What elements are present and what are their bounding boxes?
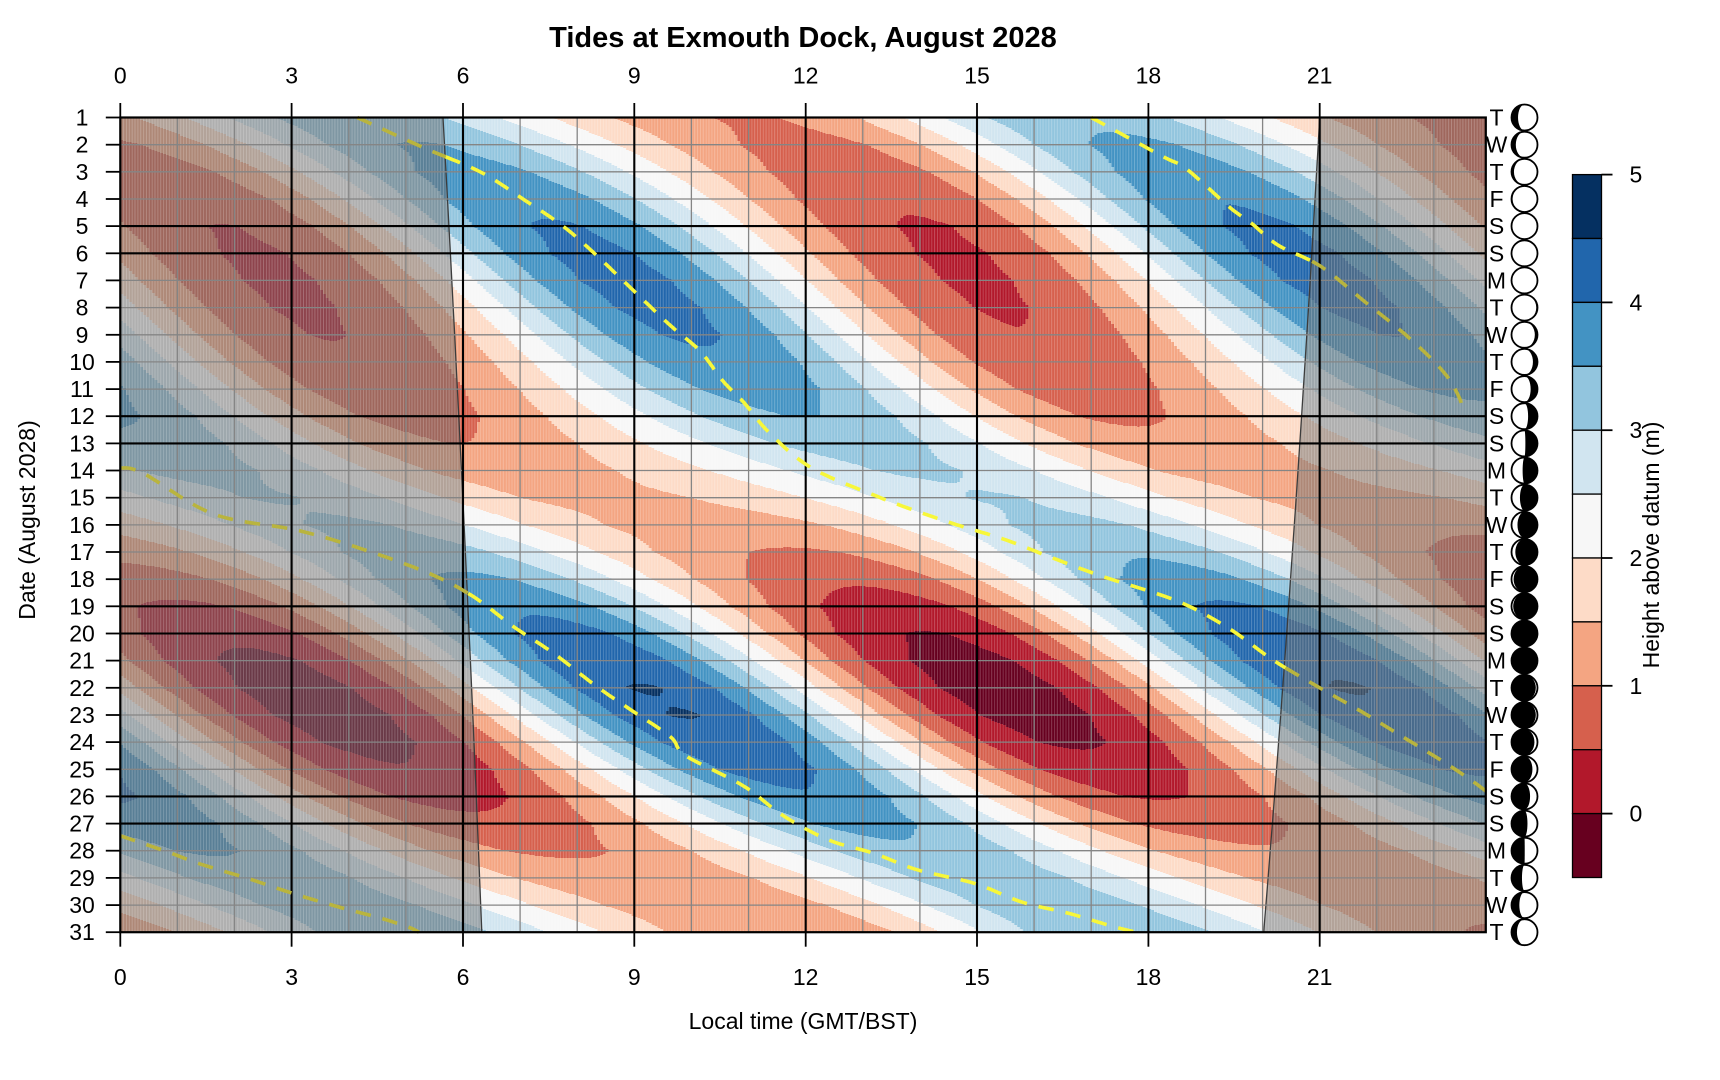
svg-text:9: 9 xyxy=(628,63,641,89)
svg-text:12: 12 xyxy=(793,63,819,89)
svg-text:W: W xyxy=(1486,512,1508,538)
svg-text:S: S xyxy=(1489,430,1504,456)
svg-text:15: 15 xyxy=(964,63,990,89)
svg-text:Height above datum (m): Height above datum (m) xyxy=(1638,422,1664,669)
svg-text:27: 27 xyxy=(69,811,95,837)
svg-text:15: 15 xyxy=(964,964,990,990)
svg-text:20: 20 xyxy=(69,621,95,647)
svg-text:9: 9 xyxy=(76,322,89,348)
svg-text:17: 17 xyxy=(69,539,95,565)
svg-text:18: 18 xyxy=(69,566,95,592)
svg-text:S: S xyxy=(1489,811,1504,837)
svg-text:30: 30 xyxy=(69,892,95,918)
svg-text:31: 31 xyxy=(69,919,95,945)
svg-text:W: W xyxy=(1486,702,1508,728)
svg-text:4: 4 xyxy=(1630,289,1643,315)
svg-text:3: 3 xyxy=(285,63,298,89)
svg-text:T: T xyxy=(1489,865,1503,891)
svg-text:2: 2 xyxy=(76,132,89,158)
svg-text:W: W xyxy=(1486,322,1508,348)
svg-text:0: 0 xyxy=(114,964,127,990)
svg-text:Tides at Exmouth Dock, August: Tides at Exmouth Dock, August 2028 xyxy=(549,22,1057,54)
svg-text:T: T xyxy=(1489,729,1503,755)
svg-text:22: 22 xyxy=(69,675,95,701)
svg-text:21: 21 xyxy=(1307,964,1333,990)
svg-text:6: 6 xyxy=(76,240,89,266)
svg-text:T: T xyxy=(1489,295,1503,321)
svg-text:21: 21 xyxy=(69,648,95,674)
svg-text:15: 15 xyxy=(69,485,95,511)
svg-text:T: T xyxy=(1489,159,1503,185)
svg-text:12: 12 xyxy=(793,964,819,990)
svg-text:F: F xyxy=(1489,376,1503,402)
svg-text:29: 29 xyxy=(69,865,95,891)
svg-text:S: S xyxy=(1489,593,1504,619)
svg-text:5: 5 xyxy=(76,213,89,239)
svg-text:8: 8 xyxy=(76,295,89,321)
svg-text:10: 10 xyxy=(69,349,95,375)
svg-text:9: 9 xyxy=(628,964,641,990)
svg-text:11: 11 xyxy=(70,376,94,402)
svg-text:T: T xyxy=(1489,105,1503,131)
svg-text:T: T xyxy=(1489,539,1503,565)
svg-text:M: M xyxy=(1487,838,1506,864)
svg-text:T: T xyxy=(1489,675,1503,701)
svg-text:23: 23 xyxy=(69,702,95,728)
svg-text:T: T xyxy=(1489,349,1503,375)
svg-text:S: S xyxy=(1489,403,1504,429)
svg-text:M: M xyxy=(1487,267,1506,293)
svg-text:3: 3 xyxy=(76,159,89,185)
svg-text:21: 21 xyxy=(1307,63,1333,89)
svg-text:7: 7 xyxy=(76,267,89,293)
svg-text:F: F xyxy=(1489,566,1503,592)
svg-text:Date (August 2028): Date (August 2028) xyxy=(14,420,40,619)
svg-text:1: 1 xyxy=(1630,673,1643,699)
svg-text:S: S xyxy=(1489,783,1504,809)
svg-text:S: S xyxy=(1489,213,1504,239)
svg-text:W: W xyxy=(1486,892,1508,918)
svg-text:T: T xyxy=(1489,919,1503,945)
svg-text:4: 4 xyxy=(76,186,89,212)
svg-text:S: S xyxy=(1489,621,1504,647)
svg-text:18: 18 xyxy=(1136,63,1162,89)
svg-text:3: 3 xyxy=(1630,417,1643,443)
svg-text:Local time (GMT/BST): Local time (GMT/BST) xyxy=(689,1008,918,1034)
svg-text:W: W xyxy=(1486,132,1508,158)
svg-text:6: 6 xyxy=(457,964,470,990)
svg-text:14: 14 xyxy=(69,458,95,484)
svg-text:2: 2 xyxy=(1630,545,1643,571)
svg-text:24: 24 xyxy=(69,729,95,755)
svg-text:5: 5 xyxy=(1630,162,1643,188)
svg-text:1: 1 xyxy=(76,105,89,131)
svg-text:M: M xyxy=(1487,458,1506,484)
svg-text:16: 16 xyxy=(69,512,95,538)
svg-text:M: M xyxy=(1487,648,1506,674)
svg-text:18: 18 xyxy=(1136,964,1162,990)
svg-text:26: 26 xyxy=(69,783,95,809)
svg-text:13: 13 xyxy=(69,430,95,456)
svg-text:F: F xyxy=(1489,186,1503,212)
svg-text:0: 0 xyxy=(114,63,127,89)
svg-text:T: T xyxy=(1489,485,1503,511)
svg-text:0: 0 xyxy=(1630,801,1643,827)
svg-text:25: 25 xyxy=(69,756,95,782)
svg-text:6: 6 xyxy=(457,63,470,89)
svg-text:F: F xyxy=(1489,756,1503,782)
svg-text:12: 12 xyxy=(69,403,95,429)
svg-text:19: 19 xyxy=(69,593,95,619)
svg-text:28: 28 xyxy=(69,838,95,864)
svg-text:3: 3 xyxy=(285,964,298,990)
svg-text:S: S xyxy=(1489,240,1504,266)
